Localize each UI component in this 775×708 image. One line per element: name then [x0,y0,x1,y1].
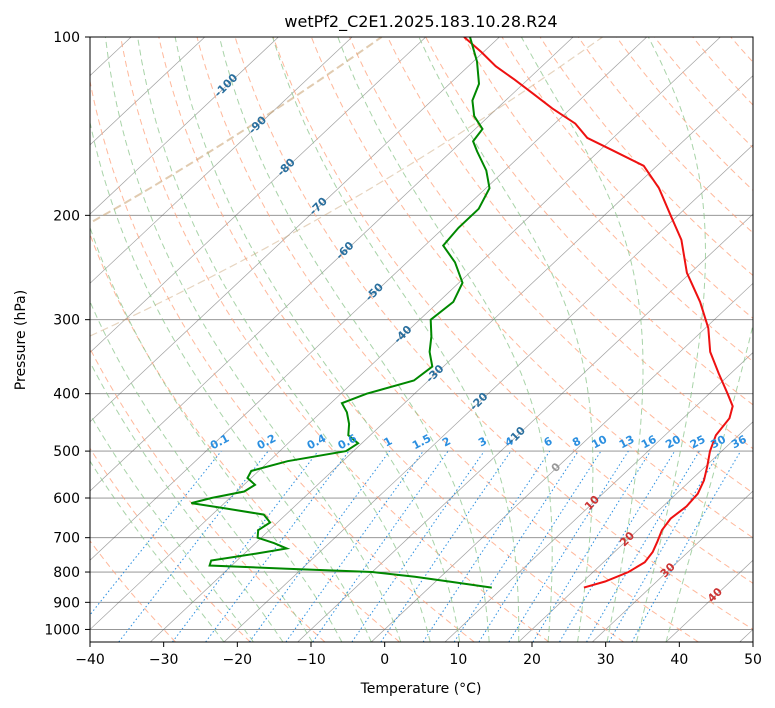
mixing-ratio-label: 10 [590,433,610,452]
dry-adiabat-line [577,37,753,234]
mixing-ratio-label: 20 [663,433,683,452]
moist-adiabat-line [174,37,461,642]
mixing-ratio-line [586,450,700,642]
isotherm-line [90,37,427,354]
y-axis-ticks: 100 200 300 400 500 600 700 800 900 1000 [44,30,90,638]
background-lines [90,37,753,642]
y-tick-label: 500 [53,444,80,460]
moist-adiabat-line [272,37,520,642]
ozone-arc-line [90,37,383,225]
mixing-ratio-line [248,450,391,642]
x-tick-label: 0 [380,652,389,668]
moist-adiabat-line [418,37,594,642]
dry-adiabat-line [90,78,475,642]
mixing-ratio-line [631,450,742,642]
x-tick-label: 30 [597,652,615,668]
moist-adiabat-line [90,360,284,642]
sounding-series [191,37,734,589]
dry-adiabat-line [158,37,624,642]
y-tick-label: 300 [53,313,80,329]
mixing-ratio-line [608,450,721,642]
moist-adiabat-line [104,37,402,642]
x-tick-label: −30 [149,652,179,668]
x-tick-label: 40 [670,652,688,668]
moist-adiabat-line [90,460,225,642]
y-tick-label: 800 [53,565,80,581]
isotherm-line [150,75,753,642]
mixing-ratio-line [508,450,629,642]
dry-adiabat-line [120,37,550,642]
moist-adiabat-line [90,413,254,642]
mixing-ratio-line [351,450,485,642]
dry-adiabat-line [463,37,753,363]
mixing-ratio-line [90,450,222,616]
mixing-ratio-line [478,450,602,642]
isotherm-line [371,282,753,642]
mixing-ratio-label: 16 [639,433,659,452]
mixing-ratio-label: 36 [729,433,749,452]
dewpoint-line [191,37,492,589]
y-tick-label: 200 [53,208,80,224]
x-tick-label: −10 [296,652,326,668]
isotherm-line [90,37,279,215]
mixing-ratio-line [285,450,424,642]
mixing-ratio-label: 30 [708,433,728,452]
ozone-arc-line [90,37,603,337]
dry-adiabat-line [539,37,753,277]
dry-adiabat-line [425,37,753,406]
y-tick-label: 100 [53,30,80,46]
mixing-ratio-line [312,450,449,642]
moist-adiabat-line [90,300,313,642]
mixing-ratio-line [118,450,269,642]
mixing-ratio-line [380,450,512,642]
y-tick-label: 1000 [44,622,80,638]
temperature-line [463,37,734,589]
isotherm-line [90,37,500,423]
dry-adiabat-line [272,37,753,584]
isotherm-line [90,37,721,630]
dry-adiabat-line [196,37,699,642]
x-tick-label: 20 [523,652,541,668]
moist-adiabat-line [90,120,372,642]
isotherm-line [223,144,753,642]
y-tick-label: 700 [53,531,80,547]
moist-adiabat-line [520,37,644,642]
x-axis-ticks: −40 −30 −20 −10 0 10 20 30 40 50 [75,642,762,668]
x-tick-label: 50 [744,652,762,668]
mixing-ratio-line [453,450,579,642]
moist-adiabat-line [636,37,707,642]
moist-adiabat-line [337,37,553,642]
mixing-ratio-line [559,450,676,642]
dry-adiabat-line [310,37,753,539]
y-tick-label: 600 [53,491,80,507]
y-tick-label: 400 [53,387,80,403]
x-tick-label: 10 [449,652,467,668]
y-tick-label: 900 [53,595,80,611]
mixing-ratio-label: 25 [688,433,708,452]
isotherm-line [592,490,753,642]
x-tick-label: −40 [75,652,105,668]
isotherm-line [90,37,353,284]
mixing-ratio-label: 13 [617,433,637,452]
plot-frame [89,36,754,643]
dry-adiabat-line [90,347,326,642]
x-tick-label: −20 [223,652,253,668]
chart-title: wetPf2_C2E1.2025.183.10.28.R24 [284,12,557,32]
moist-adiabat-line [665,323,753,642]
moist-adiabat-line [137,37,431,642]
moist-adiabat-line [218,37,490,642]
isotherm-line [90,37,206,146]
y-axis-label: Pressure (hPa) [13,290,29,390]
mixing-ratio-line [532,450,651,642]
x-axis-label: Temperature (°C) [360,681,482,697]
isotherm-line [90,37,648,561]
dry-adiabat-line [387,37,753,450]
isotherm-line [90,37,574,492]
